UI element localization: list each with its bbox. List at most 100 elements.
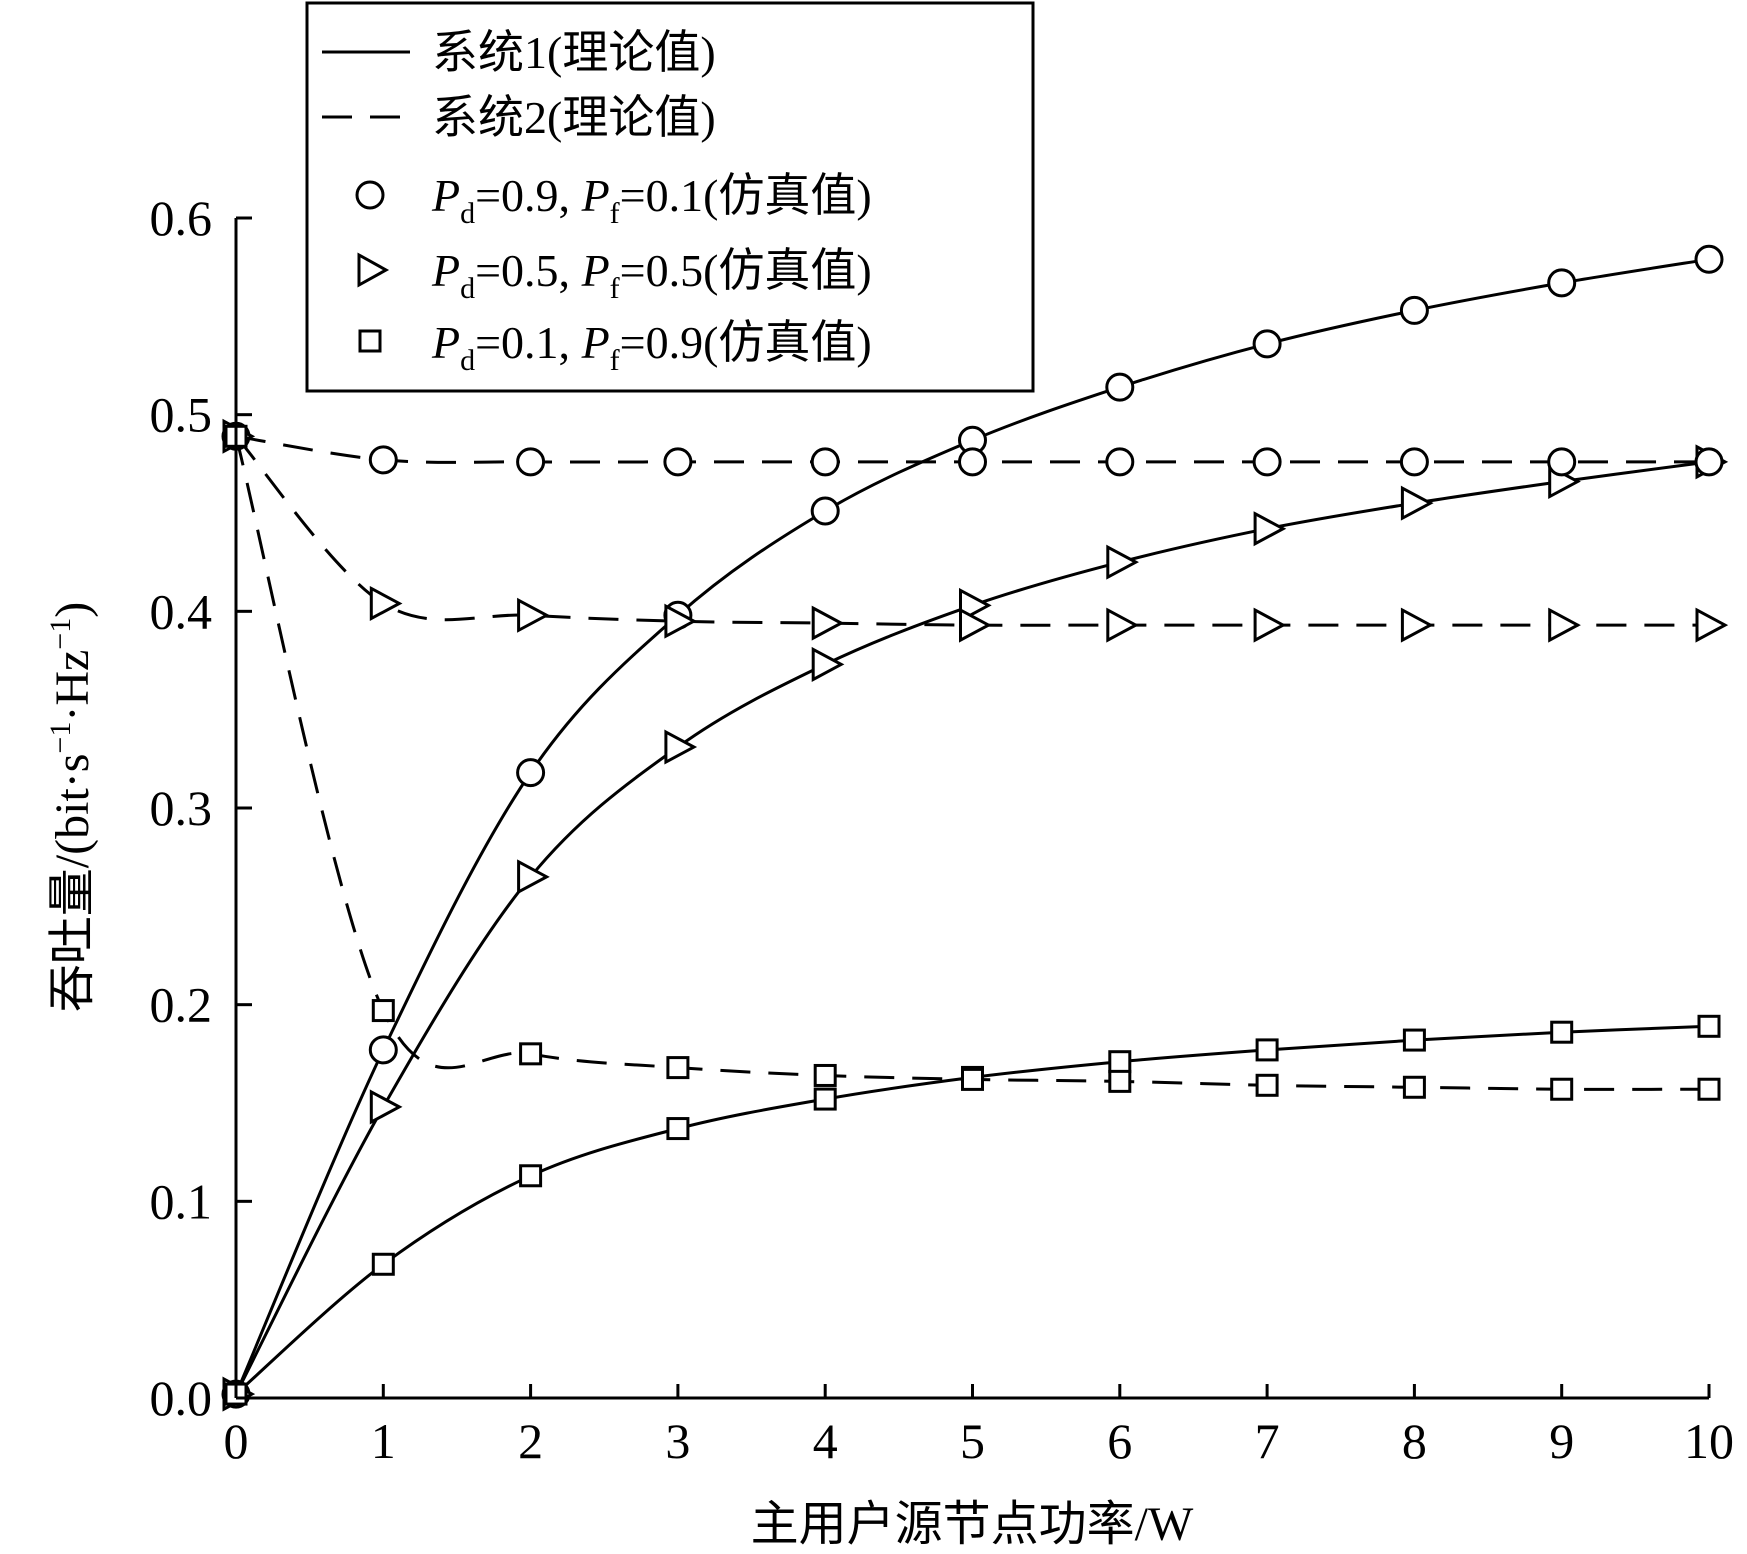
marker-square	[1402, 1028, 1426, 1052]
y-axis-title-sup1: −1	[44, 722, 77, 754]
marker-square	[666, 1117, 690, 1141]
legend-label-triangle: Pd=0.5, Pf=0.5(仿真值)	[431, 245, 872, 305]
marker-circle	[810, 496, 840, 526]
legend-item-circle: Pd=0.9, Pf=0.1(仿真值)	[355, 170, 872, 230]
marker-square	[1550, 1020, 1574, 1044]
x-tick-label: 3	[665, 1413, 690, 1469]
x-tick-label: 6	[1107, 1413, 1132, 1469]
series-line-solid-circle	[234, 257, 1710, 1395]
marker-triangle	[1400, 607, 1434, 643]
marker-triangle	[811, 646, 845, 682]
series-markers	[221, 244, 1729, 1412]
legend-item-triangle: Pd=0.5, Pf=0.5(仿真值)	[357, 245, 872, 305]
x-axis-title: 主用户源节点功率/W	[751, 1498, 1194, 1551]
y-tick-label: 0.2	[150, 977, 213, 1033]
y-axis-title-suffix: )	[46, 602, 99, 618]
marker-triangle	[811, 605, 845, 641]
y-axis-title: 吞吐量/(bit·s−1·Hz−1)	[44, 602, 99, 1012]
marker-square	[813, 1063, 837, 1087]
x-tick-label: 7	[1255, 1413, 1280, 1469]
y-tick-label: 0.6	[150, 190, 213, 246]
marker-square	[1108, 1069, 1132, 1093]
x-tick-label: 4	[813, 1413, 838, 1469]
legend-label-system1: 系统1(理论值)	[432, 27, 716, 78]
marker-circle	[1105, 372, 1135, 402]
marker-square	[371, 999, 395, 1023]
series-line-solid-triangle	[234, 460, 1710, 1395]
x-tick-label: 10	[1684, 1413, 1734, 1469]
y-tick-label: 0.5	[150, 387, 213, 443]
y-tick-label: 0.0	[150, 1370, 213, 1426]
marker-circle	[1547, 268, 1577, 298]
marker-square	[961, 1067, 984, 1091]
marker-circle	[1252, 329, 1282, 359]
marker-square	[1255, 1073, 1279, 1097]
legend-circle-marker-icon	[355, 180, 385, 210]
marker-square	[371, 1252, 395, 1276]
marker-triangle	[1253, 511, 1287, 547]
marker-circle	[1694, 447, 1724, 477]
marker-square	[1255, 1038, 1279, 1062]
legend: 系统1(理论值) 系统2(理论值) Pd=0.9, Pf=0.1(仿真值) Pd…	[305, 1, 1035, 393]
y-axis-title-prefix: 吞吐量/(bit·s	[46, 754, 99, 1013]
legend-box	[305, 1, 1035, 393]
marker-circle	[368, 445, 398, 475]
marker-circle	[1252, 447, 1282, 477]
x-tick-label: 2	[518, 1413, 543, 1469]
legend-item-system1: 系统1(理论值)	[322, 27, 716, 78]
marker-triangle	[369, 585, 403, 621]
marker-triangle	[517, 597, 550, 633]
marker-square	[1108, 1050, 1132, 1074]
marker-square	[1697, 1077, 1721, 1101]
marker-triangle	[1695, 607, 1729, 643]
marker-circle	[516, 447, 546, 477]
marker-triangle	[517, 859, 550, 895]
marker-triangle	[664, 603, 698, 639]
y-tick-label: 0.1	[150, 1173, 213, 1229]
series-line-dashed-triangle	[234, 435, 1709, 627]
marker-circle	[810, 447, 840, 477]
x-tick-label: 1	[371, 1413, 396, 1469]
y-axis-title-mid: ·Hz	[46, 650, 99, 722]
marker-triangle	[1106, 607, 1139, 643]
marker-circle	[663, 447, 693, 477]
x-ticks: 0 1 2 3 4 5 6 7 8 9 10	[224, 1384, 1734, 1469]
y-ticks: 0.0 0.1 0.2 0.3 0.4 0.5 0.6	[150, 190, 252, 1426]
marker-circle	[1694, 244, 1724, 274]
x-tick-label: 0	[224, 1413, 249, 1469]
marker-triangle	[1400, 485, 1434, 521]
legend-triangle-marker-icon	[357, 252, 390, 288]
marker-square	[813, 1087, 837, 1111]
legend-label-system2: 系统2(理论值)	[432, 92, 716, 143]
marker-triangle	[959, 607, 992, 643]
marker-circle	[1399, 447, 1429, 477]
y-tick-label: 0.4	[150, 583, 213, 639]
marker-triangle	[1548, 607, 1581, 643]
marker-triangle	[664, 729, 698, 765]
marker-triangle	[1253, 607, 1287, 643]
x-tick-label: 5	[960, 1413, 985, 1469]
y-axis-title-sup2: −1	[44, 618, 77, 650]
marker-circle	[1399, 295, 1429, 325]
marker-circle	[958, 447, 987, 477]
series-line-dashed-square	[234, 435, 1710, 1091]
marker-square	[519, 1042, 543, 1066]
x-tick-label: 8	[1402, 1413, 1427, 1469]
axes: 0 1 2 3 4 5 6 7 8 9 10 0.0 0.1 0.2 0.3 0.4 0.5 0.6	[150, 190, 1735, 1469]
legend-square-marker-icon	[358, 329, 382, 353]
marker-circle	[1547, 447, 1577, 477]
marker-square	[519, 1164, 543, 1188]
marker-square	[1697, 1014, 1721, 1038]
marker-circle	[516, 758, 546, 788]
y-tick-label: 0.3	[150, 780, 213, 836]
marker-triangle	[1106, 544, 1139, 580]
x-tick-label: 9	[1549, 1413, 1574, 1469]
marker-square	[1550, 1077, 1574, 1101]
marker-circle	[1105, 447, 1135, 477]
marker-square	[1402, 1075, 1426, 1099]
legend-label-circle: Pd=0.9, Pf=0.1(仿真值)	[431, 170, 872, 230]
legend-label-square: Pd=0.1, Pf=0.9(仿真值)	[431, 317, 872, 377]
legend-item-square: Pd=0.1, Pf=0.9(仿真值)	[358, 317, 872, 377]
marker-square	[666, 1056, 690, 1080]
